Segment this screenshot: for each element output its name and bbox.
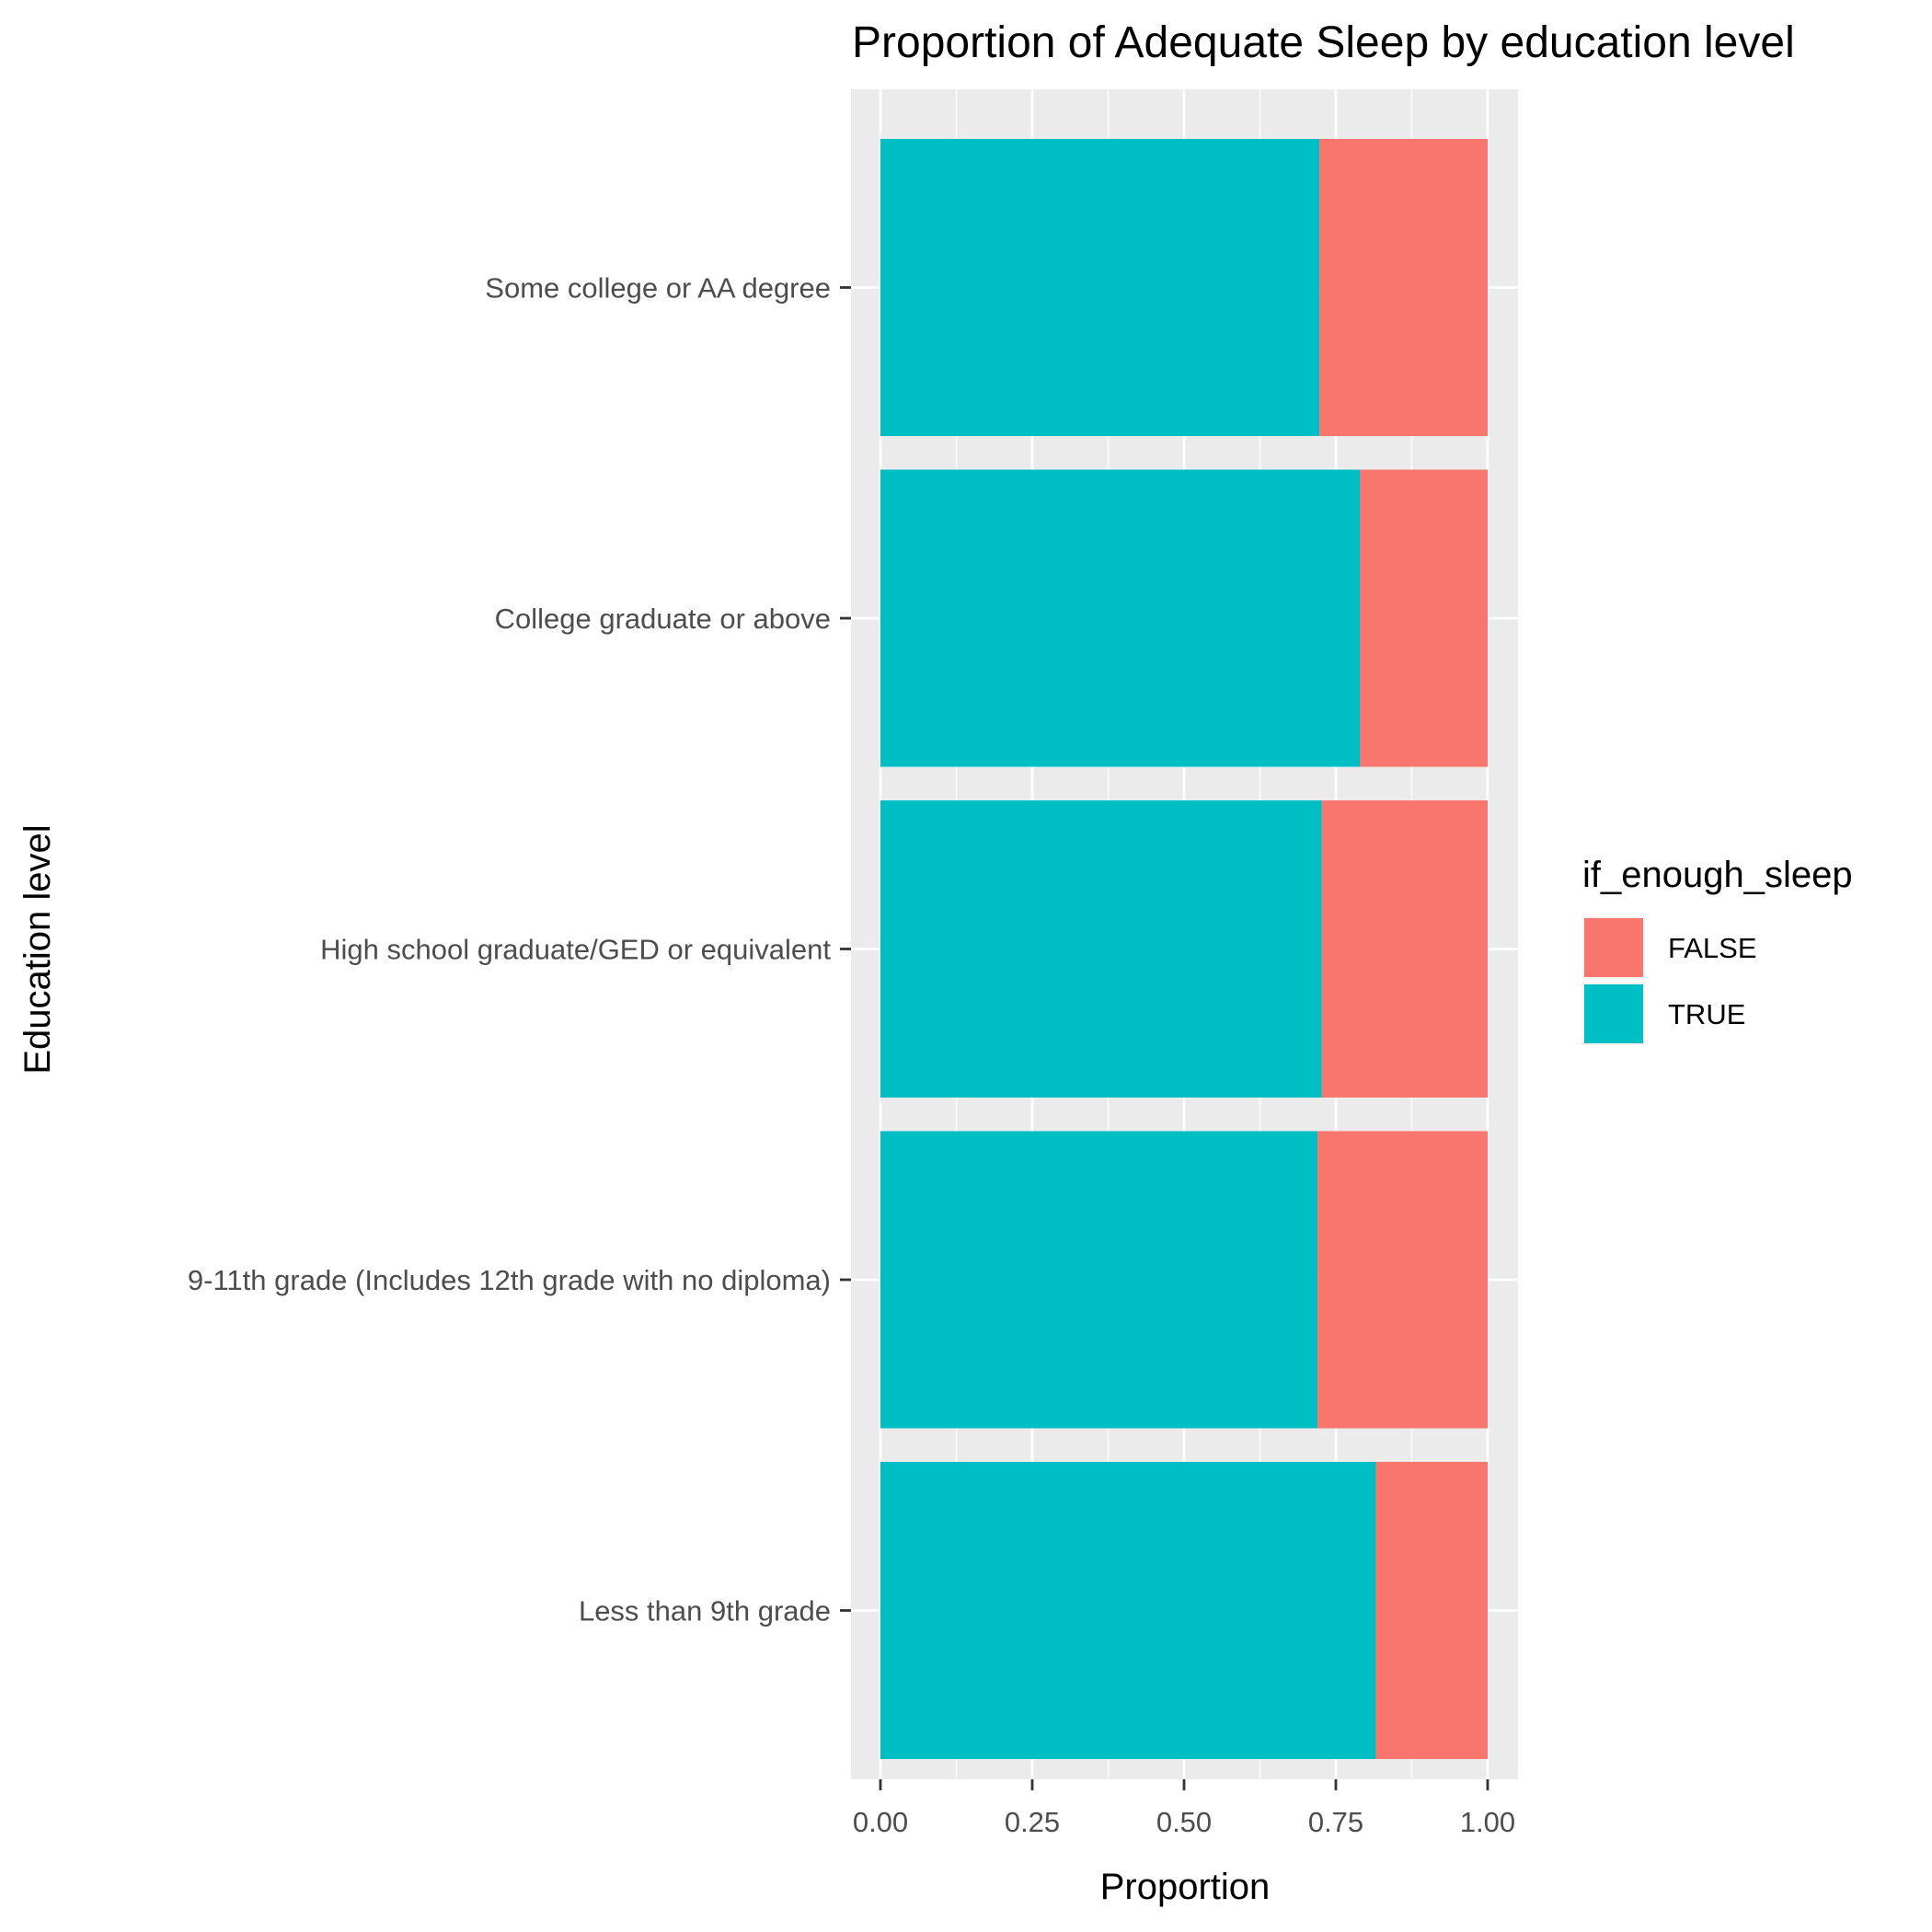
legend-swatch-false	[1584, 918, 1643, 977]
legend-swatch-true	[1584, 984, 1643, 1043]
x-axis-title: Proportion	[1100, 1867, 1271, 1907]
legend-label: TRUE	[1668, 998, 1745, 1030]
bar-false	[1321, 800, 1488, 1098]
bar-false	[1317, 1131, 1488, 1429]
bars	[880, 139, 1488, 1759]
bar-true	[880, 1462, 1376, 1759]
y-tick-label: College graduate or above	[495, 603, 831, 635]
x-tick-label: 1.00	[1460, 1806, 1515, 1838]
legend-label: FALSE	[1668, 932, 1757, 964]
x-axis: 0.00 0.25 0.50 0.75 1.00	[853, 1779, 1515, 1838]
bar-false	[1360, 469, 1488, 767]
legend: if_enough_sleep FALSE TRUE	[1582, 855, 1853, 1045]
y-tick-label: Less than 9th grade	[579, 1595, 831, 1627]
bar-true	[880, 800, 1322, 1098]
y-axis-title: Education level	[17, 824, 58, 1074]
y-tick-label: High school graduate/GED or equivalent	[320, 934, 831, 966]
chart-title: Proportion of Adequate Sleep by educatio…	[852, 18, 1795, 67]
bar-true	[880, 1131, 1318, 1429]
y-axis: Some college or AA degree College graduat…	[188, 272, 851, 1627]
legend-title: if_enough_sleep	[1582, 855, 1853, 895]
bar-true	[880, 469, 1361, 767]
x-tick-label: 0.50	[1156, 1806, 1212, 1838]
y-tick-label: 9-11th grade (Includes 12th grade with n…	[188, 1264, 831, 1296]
bar-false	[1319, 139, 1488, 436]
bar-true	[880, 139, 1320, 436]
y-tick-label: Some college or AA degree	[485, 272, 831, 305]
x-tick-label: 0.00	[853, 1806, 908, 1838]
bar-false	[1375, 1462, 1488, 1759]
x-tick-label: 0.25	[1005, 1806, 1060, 1838]
x-tick-label: 0.75	[1308, 1806, 1363, 1838]
